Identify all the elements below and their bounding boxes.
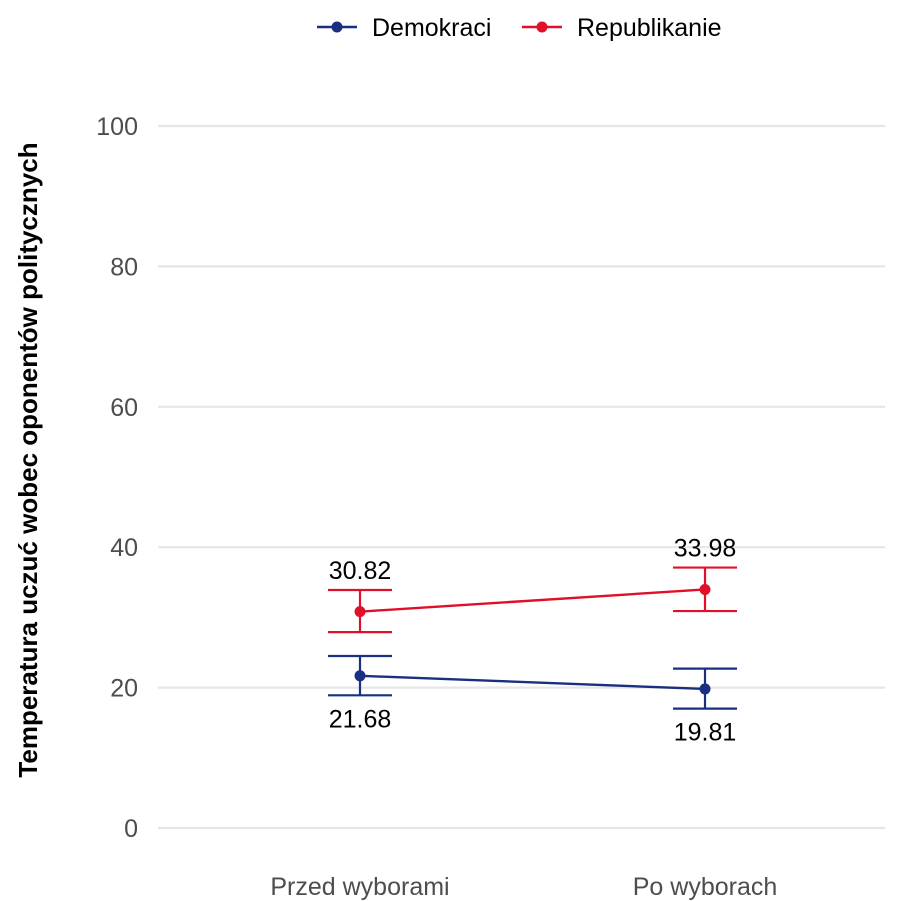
y-tick-label: 100 xyxy=(96,113,138,141)
grid xyxy=(158,124,885,830)
y-tick-label: 40 xyxy=(110,534,138,562)
series-demokraci: 21.68 19.81 xyxy=(328,654,737,747)
series-republikanie: 30.82 33.98 xyxy=(328,535,737,634)
data-label: 19.81 xyxy=(674,719,737,747)
data-label: 33.98 xyxy=(674,535,737,563)
data-point xyxy=(354,606,366,618)
legend-item-republikanie: Republikanie xyxy=(522,14,722,42)
legend-marker xyxy=(536,21,548,33)
legend-label: Demokraci xyxy=(372,14,491,42)
data-point xyxy=(354,670,366,682)
y-tick-label: 60 xyxy=(110,394,138,422)
x-tick-label: Przed wyborami xyxy=(270,873,449,901)
series-layer: 21.68 19.81 30.82 33.98 xyxy=(328,535,737,747)
y-axis-label: Temperatura uczuć wobec oponentów polity… xyxy=(13,142,43,777)
y-tick-label: 80 xyxy=(110,253,138,281)
data-point xyxy=(699,583,711,595)
data-label: 21.68 xyxy=(329,705,392,733)
legend: Demokraci Republikanie xyxy=(317,14,722,42)
series-line xyxy=(359,674,706,691)
legend-marker xyxy=(331,21,343,33)
series-line xyxy=(359,588,706,613)
y-axis-ticks: 0 20 40 60 80 100 xyxy=(96,113,138,843)
legend-label: Republikanie xyxy=(577,14,722,42)
y-tick-label: 0 xyxy=(124,815,138,843)
data-label: 30.82 xyxy=(329,557,392,585)
x-tick-label: Po wyborach xyxy=(633,873,778,901)
x-axis-ticks: Przed wyborami Po wyborach xyxy=(270,873,777,901)
legend-item-demokraci: Demokraci xyxy=(317,14,491,42)
data-point xyxy=(699,683,711,695)
y-tick-label: 20 xyxy=(110,675,138,703)
